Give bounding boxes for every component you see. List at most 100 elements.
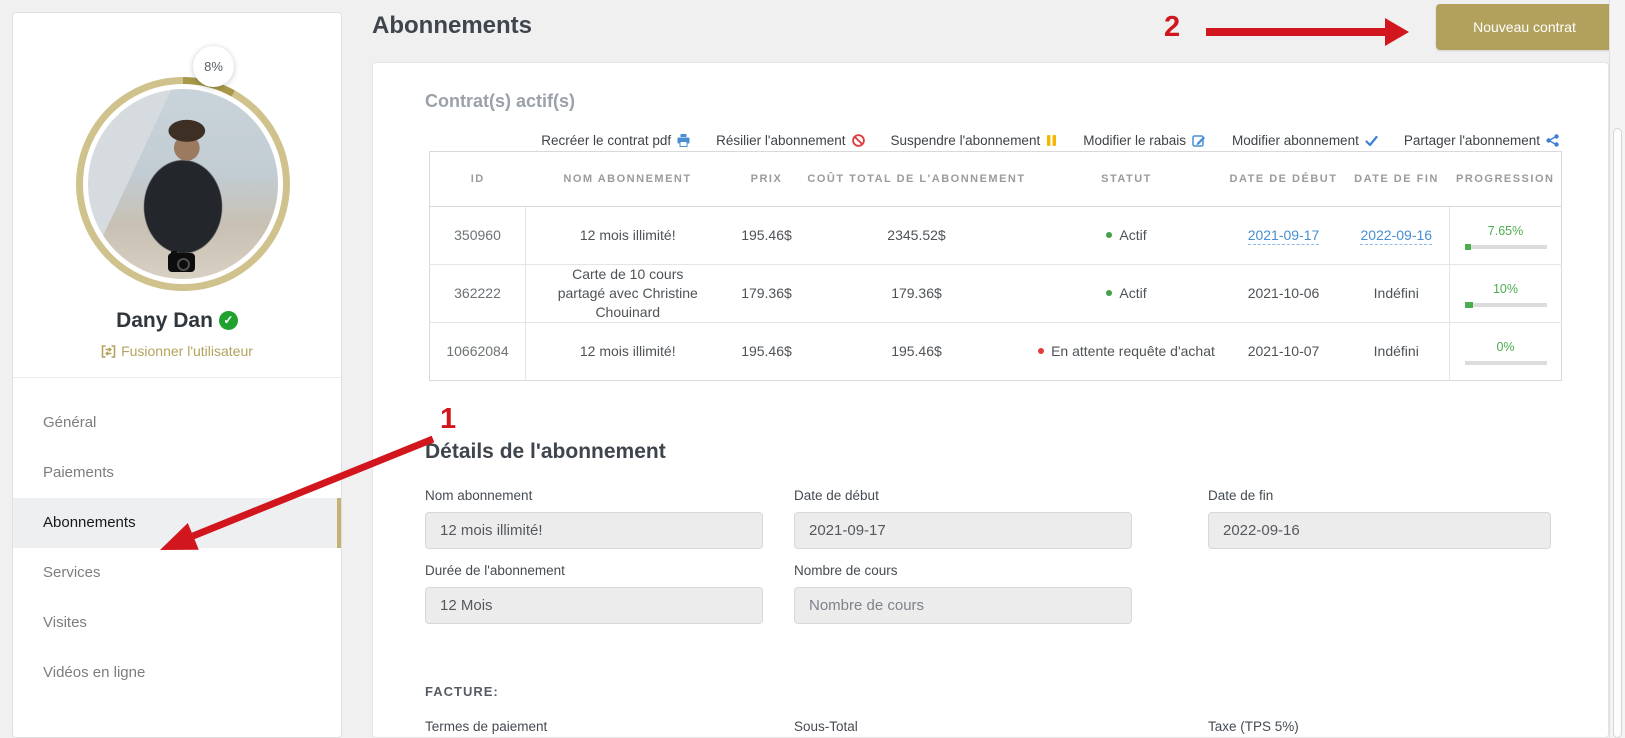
contract-start-date: 2021-09-17 [1223, 206, 1344, 265]
contract-price: 195.46$ [729, 322, 804, 381]
avatar [88, 89, 278, 279]
col-cout-total: COÛT TOTAL DE L'ABONNEMENT [803, 151, 1030, 207]
contract-end-date: Indéfini [1343, 322, 1450, 381]
field-date-fin: Date de fin [1208, 488, 1551, 549]
printer-icon [677, 134, 690, 147]
col-nom-abonnement: NOM ABONNEMENT [525, 151, 730, 207]
user-name-text: Dany Dan [116, 309, 213, 332]
col-statut: STATUT [1029, 151, 1224, 207]
edit-subscription-label: Modifier abonnement [1232, 133, 1359, 148]
contract-progress: 10% [1449, 264, 1562, 323]
contract-actions-row: Recréer le contrat pdf Résilier l'abonne… [541, 133, 1559, 148]
merge-icon [101, 345, 116, 358]
field-duree: Durée de l'abonnement [425, 563, 763, 624]
suspend-subscription-link[interactable]: Suspendre l'abonnement [891, 133, 1058, 148]
new-contract-button[interactable]: Nouveau contrat [1436, 4, 1613, 50]
share-subscription-link[interactable]: Partager l'abonnement [1404, 133, 1559, 148]
cancel-subscription-link[interactable]: Résilier l'abonnement [716, 133, 865, 148]
contract-id: 362222 [429, 264, 526, 323]
contract-start-date: 2021-10-06 [1223, 264, 1344, 323]
date-debut-label: Date de début [794, 488, 879, 503]
end-date-link[interactable]: 2022-09-16 [1360, 227, 1433, 245]
contract-total: 195.46$ [803, 322, 1030, 381]
contract-status: Actif [1029, 206, 1224, 265]
duree-input[interactable] [425, 587, 763, 624]
annotation-step-2: 2 [1164, 11, 1181, 43]
col-id: ID [429, 151, 526, 207]
verified-check-icon [218, 311, 238, 330]
sidebar-item-services[interactable]: Services [43, 564, 101, 581]
date-fin-label: Date de fin [1208, 488, 1274, 503]
recreate-pdf-link[interactable]: Recréer le contrat pdf [541, 133, 690, 148]
cancel-subscription-label: Résilier l'abonnement [716, 133, 846, 148]
subscription-details-form: Nom abonnement Date de début Date de fin… [425, 488, 1561, 638]
active-contracts-title: Contrat(s) actif(s) [425, 91, 576, 111]
nom-abonnement-label: Nom abonnement [425, 488, 533, 503]
subscription-details-title: Détails de l'abonnement [425, 440, 666, 463]
contract-total: 179.36$ [803, 264, 1030, 323]
edit-subscription-link[interactable]: Modifier abonnement [1232, 133, 1378, 148]
contract-end-date: 2022-09-16 [1343, 206, 1450, 265]
subscriptions-panel: Contrat(s) actif(s) Recréer le contrat p… [372, 62, 1609, 738]
vertical-scrollbar[interactable] [1609, 0, 1625, 738]
pause-icon [1047, 135, 1057, 146]
suspend-subscription-label: Suspendre l'abonnement [890, 133, 1041, 148]
scrollbar-thumb[interactable] [1613, 128, 1622, 738]
sidebar-item-abonnements[interactable]: Abonnements [13, 498, 341, 548]
termes-paiement-label: Termes de paiement [425, 719, 548, 734]
col-progression: PROGRESSION [1449, 151, 1562, 207]
contract-end-date: Indéfini [1343, 264, 1450, 323]
share-icon [1546, 134, 1559, 147]
profile-completion-badge: 8% [193, 46, 234, 87]
edit-icon [1192, 135, 1206, 147]
contract-price: 195.46$ [729, 206, 804, 265]
nombre-cours-input[interactable] [794, 587, 1132, 624]
col-date-debut: DATE DE DÉBUT [1223, 151, 1344, 207]
contract-status: Actif [1029, 264, 1224, 323]
contract-status: En attente requête d'achat [1029, 322, 1224, 381]
contract-total: 2345.52$ [803, 206, 1030, 265]
member-sidebar-card: 8% Dany Dan Fusionner l'utilisateur Géné… [12, 12, 342, 738]
contract-row[interactable]: 10662084 12 mois illimité! 195.46$ 195.4… [429, 322, 1562, 381]
contract-id: 350960 [429, 206, 526, 265]
date-debut-input[interactable] [794, 512, 1132, 549]
sidebar-item-paiements[interactable]: Paiements [43, 464, 114, 481]
sidebar-item-general[interactable]: Général [43, 414, 97, 431]
duree-label: Durée de l'abonnement [425, 563, 565, 578]
share-subscription-label: Partager l'abonnement [1403, 133, 1540, 148]
merge-user-label: Fusionner l'utilisateur [121, 343, 253, 359]
contract-row[interactable]: 350960 12 mois illimité! 195.46$ 2345.52… [429, 206, 1562, 265]
edit-discount-link[interactable]: Modifier le rabais [1083, 133, 1206, 148]
contract-name: Carte de 10 cours partagé avec Christine … [525, 264, 730, 323]
sidebar-item-visites[interactable]: Visites [43, 614, 87, 631]
camera-icon[interactable] [168, 251, 195, 272]
contract-id: 10662084 [429, 322, 526, 381]
sous-total-label: Sous-Total [794, 719, 858, 734]
progress-bar [1464, 244, 1547, 250]
contract-progress: 7.65% [1449, 206, 1562, 265]
date-fin-input[interactable] [1208, 512, 1551, 549]
merge-user-link[interactable]: Fusionner l'utilisateur [13, 343, 341, 359]
progress-bar [1464, 302, 1547, 308]
ban-icon [851, 134, 865, 147]
contract-row[interactable]: 362222 Carte de 10 cours partagé avec Chr… [429, 264, 1562, 323]
status-dot [1106, 290, 1113, 296]
user-name: Dany Dan [13, 309, 341, 333]
contract-price: 179.36$ [729, 264, 804, 323]
col-prix: PRIX [729, 151, 804, 207]
contract-name: 12 mois illimité! [525, 322, 730, 381]
arrow-2-head [1385, 18, 1409, 46]
contract-progress: 0% [1449, 322, 1562, 381]
nom-abonnement-input[interactable] [425, 512, 763, 549]
profile-block: 8% Dany Dan Fusionner l'utilisateur [13, 13, 341, 378]
start-date-link[interactable]: 2021-09-17 [1247, 227, 1320, 245]
table-header-row: ID NOM ABONNEMENT PRIX COÛT TOTAL DE L'A… [429, 151, 1562, 207]
check-icon [1365, 135, 1378, 147]
edit-discount-label: Modifier le rabais [1083, 133, 1186, 148]
sidebar-item-videos-en-ligne[interactable]: Vidéos en ligne [43, 664, 146, 681]
status-dot [1038, 348, 1045, 354]
page-title: Abonnements [372, 12, 533, 39]
field-nombre-cours: Nombre de cours [794, 563, 1132, 624]
avatar-progress-ring [76, 77, 290, 291]
contract-start-date: 2021-10-07 [1223, 322, 1344, 381]
